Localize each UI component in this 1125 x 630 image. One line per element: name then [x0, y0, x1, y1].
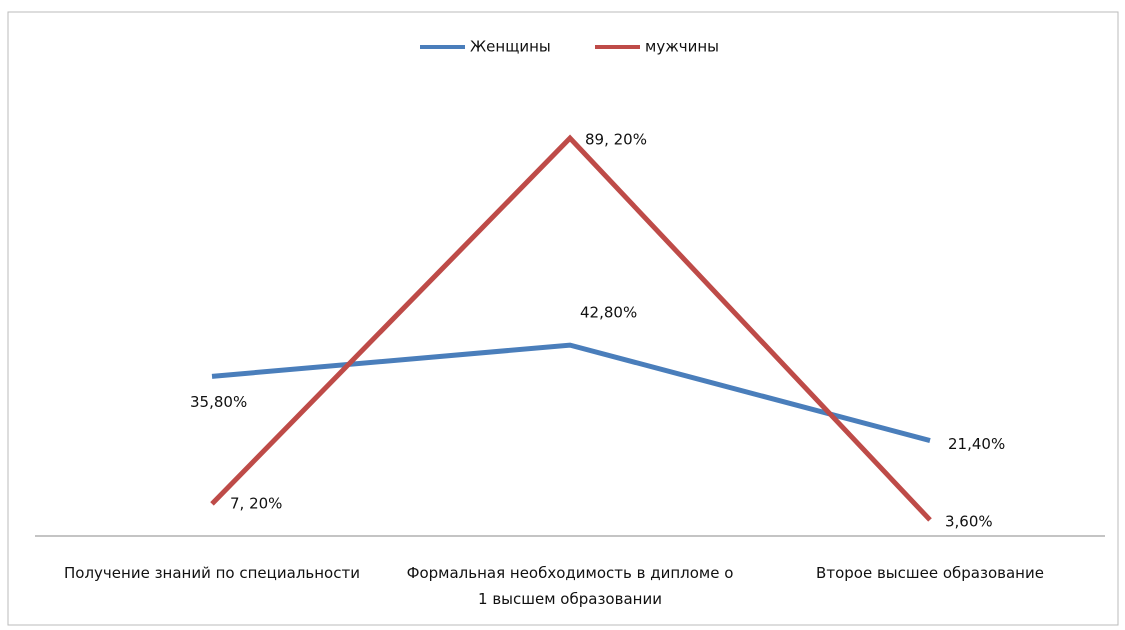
data-label: 35,80%: [190, 393, 247, 411]
legend-label: Женщины: [470, 38, 551, 56]
data-label: 89, 20%: [585, 131, 647, 149]
x-tick-label: Второе высшее образование: [816, 564, 1044, 582]
data-label: 3,60%: [945, 512, 993, 530]
data-label: 42,80%: [580, 304, 637, 322]
x-tick-label: Формальная необходимость в дипломе о 1 в…: [406, 564, 734, 608]
chart-border: [7, 11, 1119, 626]
data-label: 7, 20%: [230, 494, 282, 512]
series-line: [211, 342, 931, 443]
series-line: [210, 134, 932, 522]
data-label: 21,40%: [948, 435, 1005, 453]
x-tick-label: Получение знаний по специальности: [64, 564, 360, 582]
legend-label: мужчины: [645, 38, 719, 56]
